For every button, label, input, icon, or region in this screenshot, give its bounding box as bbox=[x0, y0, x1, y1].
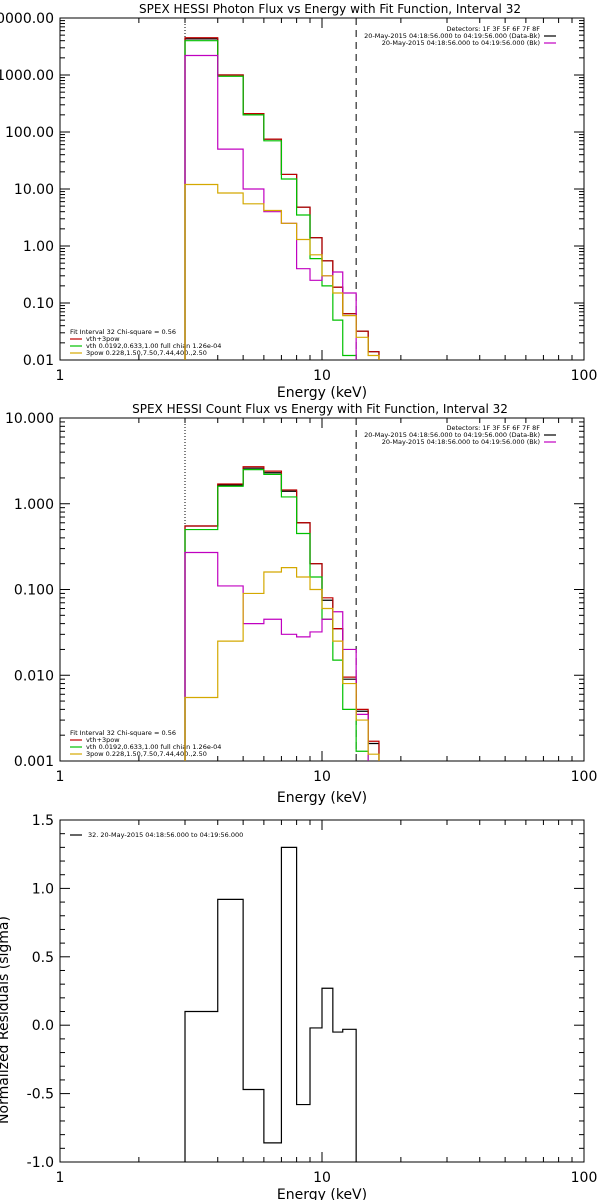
series-line-0 bbox=[184, 846, 357, 1162]
series-line-4 bbox=[184, 567, 380, 761]
x-tick-label: 1 bbox=[56, 1170, 65, 1186]
y-tick-label: 100.00 bbox=[5, 125, 54, 141]
series-line-0 bbox=[184, 467, 380, 761]
y-tick-label: -0.5 bbox=[27, 1087, 54, 1103]
legend-vth: vth 0.0192,0.633,1.00 full chian 1.26e-0… bbox=[86, 743, 221, 751]
y-tick-label: 0.100 bbox=[14, 583, 54, 599]
plot-frame bbox=[59, 17, 585, 361]
legend-3pow: 3pow 0.228,1.50,7.50,7.44,400.,2.50 bbox=[86, 750, 207, 758]
legend-vth-3pow: vth+3pow bbox=[86, 736, 120, 744]
y-tick-label: 10.000 bbox=[5, 411, 54, 427]
series-line-1 bbox=[184, 466, 380, 761]
residuals-ylabel: Normalized Residuals (sigma) bbox=[0, 916, 12, 1124]
series-line-2 bbox=[184, 469, 369, 761]
legend-detectors: Detectors: 1F 3F 5F 6F 7F 8F bbox=[446, 25, 540, 33]
x-tick-label: 10 bbox=[313, 769, 331, 785]
legend-fit-interval: Fit Interval 32 Chi-square = 0.56 bbox=[70, 729, 176, 737]
residuals-xlabel: Energy (keV) bbox=[277, 1187, 367, 1200]
x-tick-label: 100 bbox=[571, 1170, 598, 1186]
x-tick-label: 1 bbox=[56, 769, 65, 785]
series-line-3 bbox=[184, 54, 357, 360]
y-tick-label: 0.10 bbox=[23, 296, 54, 312]
count-flux-legend-top: Detectors: 1F 3F 5F 6F 7F 8F 20-May-2015… bbox=[364, 424, 540, 446]
y-tick-label: 0.01 bbox=[23, 353, 54, 369]
y-tick-label: 1.5 bbox=[32, 813, 54, 829]
y-tick-label: 1.0 bbox=[32, 881, 54, 897]
y-tick-label: 10.00 bbox=[14, 182, 54, 198]
y-tick-label: 0.5 bbox=[32, 950, 54, 966]
legend-interval: 32. 20-May-2015 04:18:56.000 to 04:19:56… bbox=[88, 831, 243, 839]
legend-vth-3pow: vth+3pow bbox=[86, 335, 120, 343]
x-tick-label: 10 bbox=[313, 368, 331, 384]
legend-bk: 20-May-2015 04:18:56.000 to 04:19:56.000… bbox=[382, 438, 540, 446]
legend-detectors: Detectors: 1F 3F 5F 6F 7F 8F bbox=[446, 424, 540, 432]
legend-data-bk: 20-May-2015 04:18:56.000 to 04:19:56.000… bbox=[364, 32, 540, 40]
y-tick-label: 1.000 bbox=[14, 497, 54, 513]
y-tick-label: 0.0 bbox=[32, 1018, 54, 1034]
y-tick-label: 10000.00 bbox=[0, 11, 54, 27]
y-tick-label: 1.00 bbox=[23, 239, 54, 255]
legend-3pow: 3pow 0.228,1.50,7.50,7.44,400.,2.50 bbox=[86, 349, 207, 357]
photon-flux-panel: SPEX HESSI Photon Flux vs Energy with Fi… bbox=[0, 2, 597, 401]
x-tick-label: 1 bbox=[56, 368, 65, 384]
y-tick-label: 0.001 bbox=[14, 754, 54, 770]
legend-fit-interval: Fit Interval 32 Chi-square = 0.56 bbox=[70, 328, 176, 336]
photon-flux-title: SPEX HESSI Photon Flux vs Energy with Fi… bbox=[139, 2, 521, 16]
count-flux-title: SPEX HESSI Count Flux vs Energy with Fit… bbox=[132, 402, 508, 416]
count-flux-xlabel: Energy (keV) bbox=[277, 790, 367, 806]
photon-flux-xlabel: Energy (keV) bbox=[277, 385, 367, 401]
photon-flux-legend-bottom: Fit Interval 32 Chi-square = 0.56 vth+3p… bbox=[70, 328, 221, 357]
legend-data-bk: 20-May-2015 04:18:56.000 to 04:19:56.000… bbox=[364, 431, 540, 439]
count-flux-legend-bottom: Fit Interval 32 Chi-square = 0.56 vth+3p… bbox=[70, 729, 221, 758]
series-line-4 bbox=[184, 183, 380, 360]
count-flux-panel: SPEX HESSI Count Flux vs Energy with Fit… bbox=[5, 402, 597, 806]
residuals-legend: 32. 20-May-2015 04:18:56.000 to 04:19:56… bbox=[88, 831, 243, 839]
photon-flux-legend-top: Detectors: 1F 3F 5F 6F 7F 8F 20-May-2015… bbox=[364, 25, 540, 47]
x-tick-label: 100 bbox=[571, 769, 598, 785]
y-tick-label: -1.0 bbox=[27, 1155, 54, 1171]
x-tick-label: 10 bbox=[313, 1170, 331, 1186]
y-tick-label: 0.010 bbox=[14, 668, 54, 684]
legend-bk: 20-May-2015 04:18:56.000 to 04:19:56.000… bbox=[382, 39, 540, 47]
y-tick-label: 1000.00 bbox=[0, 68, 54, 84]
legend-vth: vth 0.0192,0.633,1.00 full chian 1.26e-0… bbox=[86, 342, 221, 350]
x-tick-label: 100 bbox=[571, 368, 598, 384]
residuals-panel: Energy (keV) Normalized Residuals (sigma… bbox=[0, 813, 597, 1200]
